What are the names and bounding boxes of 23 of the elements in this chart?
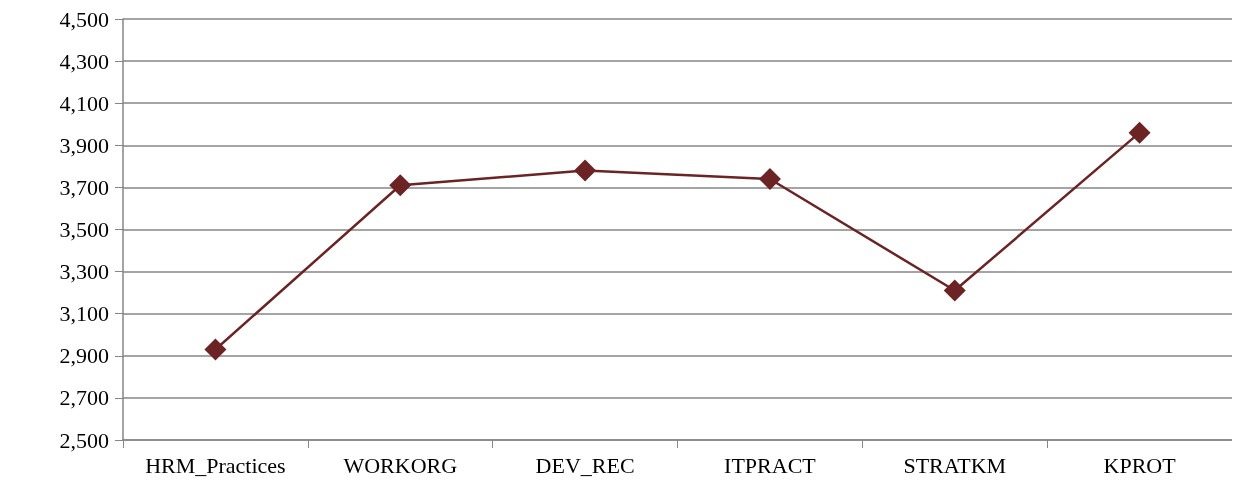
point <box>943 279 966 302</box>
y-tick-label: 2,900 <box>59 343 109 369</box>
y-tick-label: 3,900 <box>59 132 109 158</box>
y-tick-label: 3,700 <box>59 174 109 200</box>
x-tick-label: WORKORG <box>343 452 458 478</box>
point <box>758 167 781 190</box>
x-tick-label: DEV_REC <box>535 452 635 478</box>
point <box>574 159 597 182</box>
y-tick-label: 3,100 <box>59 301 109 327</box>
y-tick-label: 4,300 <box>59 48 109 74</box>
x-tick-label: HRM_Practices <box>145 452 286 478</box>
x-tick-label: ITPRACT <box>724 452 817 478</box>
y-tick-label: 3,500 <box>59 217 109 242</box>
x-tick-label: STRATKM <box>903 452 1007 478</box>
y-tick-label: 3,300 <box>59 259 109 285</box>
point <box>389 174 412 197</box>
y-tick-label: 2,500 <box>59 427 109 453</box>
y-tick-label: 4,100 <box>59 90 109 116</box>
x-tick-label: KPROT <box>1103 452 1177 478</box>
y-tick-label: 4,500 <box>59 6 109 32</box>
point <box>1128 121 1151 144</box>
point <box>204 338 227 361</box>
y-tick-label: 2,700 <box>59 385 109 411</box>
